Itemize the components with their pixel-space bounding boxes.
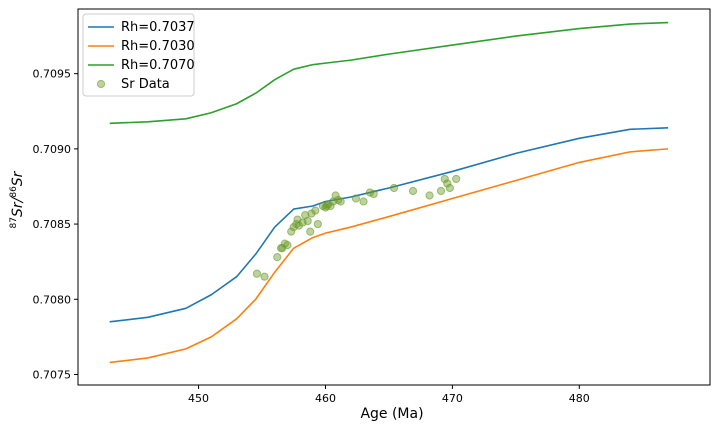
data-point	[306, 227, 315, 236]
data-point	[260, 272, 269, 281]
legend-label-rh-0-7030: Rh=0.7030	[121, 39, 195, 54]
data-point	[311, 206, 320, 215]
x-tick-label: 460	[315, 392, 336, 405]
y-tick-label: 0.7085	[33, 218, 72, 231]
data-point	[313, 219, 322, 229]
x-tick-label: 470	[442, 392, 463, 405]
y-tick-label: 0.7080	[33, 293, 72, 306]
data-point	[452, 174, 461, 184]
y-tick-label: 0.7095	[33, 68, 72, 81]
y-tick-label: 0.7075	[33, 368, 72, 381]
sr-data-points	[252, 174, 461, 281]
data-point	[389, 183, 399, 193]
data-point	[436, 186, 446, 196]
x-tick-label: 480	[569, 392, 590, 405]
data-point	[336, 197, 345, 206]
series-line-0	[109, 127, 669, 323]
data-point	[273, 253, 282, 262]
y-axis-label: 87Sr/86Sr	[9, 170, 26, 228]
y-axis-label-base1: Sr/	[10, 196, 26, 217]
legend-label-rh-0-7037: Rh=0.7037	[121, 20, 195, 35]
data-point	[359, 197, 368, 206]
y-axis-ticks: 0.7075 0.7080 0.7085 0.7090 0.7095	[33, 68, 78, 381]
legend-label-sr-data: Sr Data	[121, 77, 170, 92]
plot-frame	[77, 8, 711, 386]
x-axis-label: Age (Ma)	[360, 406, 423, 422]
data-point	[303, 216, 312, 226]
data-point	[445, 183, 454, 193]
data-point	[443, 179, 452, 188]
data-point	[326, 201, 335, 211]
data-point	[331, 191, 340, 200]
x-axis-ticks: 450 460 470 480	[188, 385, 590, 405]
data-point	[408, 186, 418, 196]
legend-label-rh-0-7070: Rh=0.7070	[121, 58, 195, 73]
series-line-1	[109, 148, 669, 364]
y-tick-label: 0.7090	[33, 143, 72, 156]
y-axis-label-sup2: 86	[9, 186, 19, 198]
data-point	[369, 189, 378, 199]
y-axis-label-base2: Sr	[10, 170, 26, 186]
legend: Rh=0.7037 Rh=0.7030 Rh=0.7070 Sr Data	[82, 13, 195, 97]
legend-swatch-sr-data	[96, 79, 106, 89]
data-point	[425, 191, 434, 200]
data-point	[440, 174, 449, 184]
series-line-2	[109, 21, 669, 125]
data-point	[252, 269, 262, 278]
data-point	[287, 227, 296, 236]
y-axis-label-sup1: 87	[9, 217, 19, 228]
legend-box	[82, 13, 195, 97]
x-tick-label: 450	[188, 392, 209, 405]
data-point	[351, 194, 361, 203]
data-point	[278, 244, 287, 253]
model-curves	[109, 21, 669, 364]
